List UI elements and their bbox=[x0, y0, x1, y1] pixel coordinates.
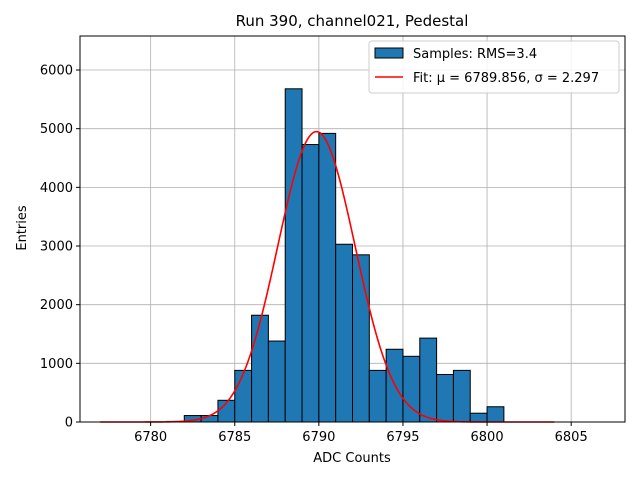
x-tick-label: 6800 bbox=[471, 430, 504, 445]
histogram-bar bbox=[419, 337, 438, 423]
histogram-bar bbox=[267, 340, 286, 423]
histogram-bar bbox=[301, 144, 320, 423]
histogram-bar bbox=[284, 88, 303, 423]
y-tick-label: 5000 bbox=[40, 122, 73, 137]
chart-title: Run 390, channel021, Pedestal bbox=[236, 12, 469, 30]
y-tick-label: 2000 bbox=[40, 298, 73, 313]
legend: Samples: RMS=3.4 Fit: μ = 6789.856, σ = 2… bbox=[368, 40, 620, 94]
histogram-bar bbox=[335, 243, 354, 423]
histogram-bar bbox=[352, 254, 370, 423]
y-tick-label: 6000 bbox=[40, 64, 73, 79]
legend-label-samples: Samples: RMS=3.4 bbox=[413, 47, 537, 62]
x-axis-label: ADC Counts bbox=[313, 451, 391, 466]
axes: 6780 6785 6790 6795 6800 6805 0 1000 2000 3000 400… bbox=[40, 35, 626, 445]
legend-swatch-samples bbox=[374, 47, 404, 59]
x-tick-label: 6785 bbox=[218, 430, 251, 445]
x-tick-label: 6790 bbox=[302, 430, 335, 445]
y-tick-label: 3000 bbox=[40, 240, 73, 255]
x-tick-label: 6780 bbox=[134, 430, 167, 445]
y-tick-label: 4000 bbox=[40, 181, 73, 196]
histogram-bar bbox=[251, 314, 269, 423]
legend-box bbox=[368, 40, 620, 94]
histogram-bar bbox=[234, 369, 253, 423]
plot-frame bbox=[79, 35, 626, 423]
histogram-bar bbox=[368, 369, 387, 423]
histogram-bar bbox=[452, 369, 471, 423]
histogram-bar bbox=[318, 132, 337, 423]
y-tick-label: 0 bbox=[65, 416, 73, 431]
histogram-bar bbox=[436, 373, 454, 423]
x-tick-label: 6805 bbox=[555, 430, 588, 445]
y-tick-label: 1000 bbox=[40, 357, 73, 372]
histogram-bar bbox=[469, 412, 488, 423]
y-axis-label: Entries bbox=[15, 205, 30, 251]
legend-label-fit: Fit: μ = 6789.856, σ = 2.297 bbox=[413, 71, 599, 86]
x-tick-label: 6795 bbox=[386, 430, 419, 445]
histogram-bar bbox=[486, 406, 505, 423]
